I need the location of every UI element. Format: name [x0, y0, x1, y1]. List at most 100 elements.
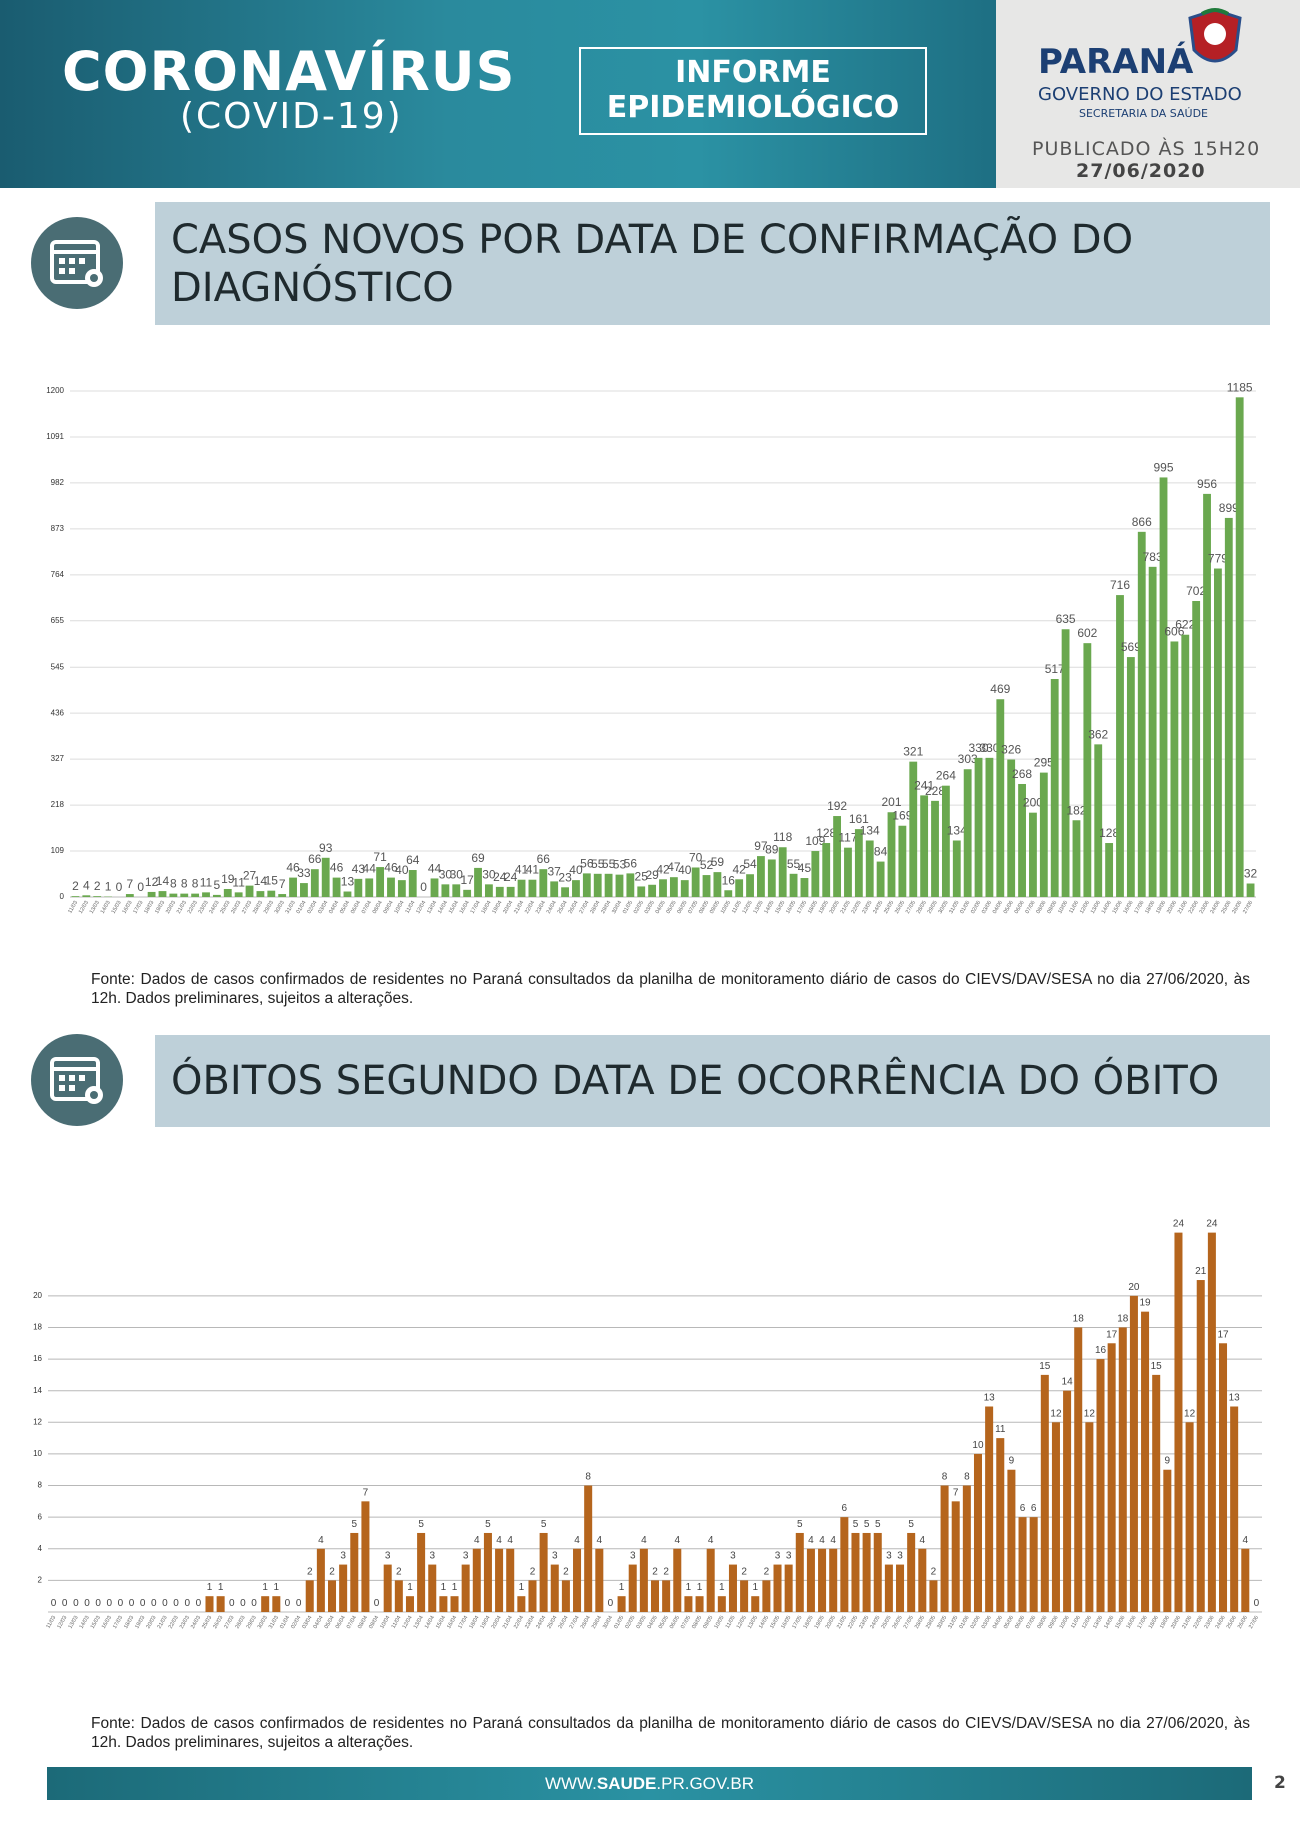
header-title: CORONAVÍRUS: [62, 40, 516, 103]
x-tick-label: 26/05: [892, 1615, 904, 1630]
x-tick-label: 17/06: [1137, 1615, 1149, 1630]
y-tick-label: 20: [33, 1291, 42, 1300]
y-tick-label: 12: [33, 1417, 42, 1426]
x-tick-label: 27/05: [903, 1615, 915, 1630]
y-tick-label: 436: [51, 708, 65, 717]
bar: [321, 857, 330, 897]
value-label: 0: [51, 1598, 57, 1609]
value-label: 41: [515, 863, 529, 877]
value-label: 27: [243, 869, 257, 883]
bar: [82, 895, 91, 897]
value-label: 1: [619, 1582, 625, 1593]
value-label: 128: [1099, 826, 1119, 840]
value-label: 43: [352, 862, 366, 876]
bar: [1152, 1374, 1161, 1612]
bar: [662, 1580, 671, 1612]
x-tick-label: 25/04: [546, 1615, 558, 1630]
value-label: 3: [775, 1551, 781, 1562]
value-label: 16: [722, 873, 736, 887]
bar: [550, 881, 559, 897]
report-line: INFORME: [675, 55, 831, 90]
bar: [216, 1596, 225, 1612]
value-label: 602: [1077, 626, 1097, 640]
value-label: 17: [460, 873, 474, 887]
bar: [1159, 477, 1168, 897]
bar: [361, 1501, 370, 1612]
value-label: 3: [730, 1551, 736, 1562]
value-label: 0: [162, 1598, 168, 1609]
value-label: 2: [72, 879, 79, 893]
value-label: 2: [663, 1566, 669, 1577]
bar: [474, 867, 482, 897]
bar: [1096, 1359, 1105, 1612]
bar: [1050, 678, 1059, 897]
value-label: 5: [797, 1519, 803, 1530]
bar: [1116, 595, 1124, 897]
bar: [365, 878, 374, 897]
x-tick-label: 22/06: [1192, 1615, 1204, 1630]
x-tick-label: 29/05: [925, 1615, 937, 1630]
bar: [713, 872, 722, 897]
bar: [327, 1580, 337, 1612]
bar: [1185, 1422, 1194, 1612]
value-label: 899: [1219, 501, 1239, 515]
value-label: 330: [969, 741, 989, 755]
value-label: 66: [537, 852, 551, 866]
y-tick-label: 218: [51, 800, 65, 809]
bar: [1230, 1406, 1239, 1612]
bar: [397, 880, 406, 897]
bar: [441, 884, 450, 897]
value-label: 4: [597, 1535, 603, 1546]
value-label: 2: [931, 1566, 937, 1577]
value-label: 0: [151, 1598, 157, 1609]
bar: [550, 1564, 559, 1612]
value-label: 64: [406, 853, 420, 867]
x-tick-label: 16/04: [446, 1615, 458, 1630]
bar: [584, 1485, 593, 1612]
bar: [1192, 600, 1201, 897]
bar: [773, 1564, 782, 1612]
bar: [918, 1548, 927, 1612]
value-label: 8: [964, 1472, 970, 1483]
report-line: EPIDEMIOLÓGICO: [606, 90, 900, 125]
value-label: 0: [137, 880, 144, 894]
value-label: 1: [441, 1582, 447, 1593]
x-tick-label: 19/04: [480, 1615, 492, 1630]
bar: [784, 1564, 793, 1612]
section-title: CASOS NOVOS POR DATA DE CONFIRMAÇÃO DO D…: [155, 202, 1270, 325]
value-label: 3: [463, 1551, 469, 1562]
x-tick-label: 03/06: [981, 1615, 993, 1630]
value-label: 6: [1031, 1503, 1037, 1514]
bar: [876, 861, 885, 897]
y-tick-label: 18: [33, 1323, 42, 1332]
header-subtitle: (COVID-19): [180, 96, 403, 137]
x-tick-label: 23/06: [1204, 1615, 1216, 1630]
value-label: 41: [526, 863, 540, 877]
bar: [833, 816, 842, 897]
x-tick-label: 24/05: [869, 1615, 881, 1630]
value-label: 321: [903, 745, 923, 759]
x-tick-label: 01/06: [959, 1615, 971, 1630]
value-label: 46: [384, 861, 398, 875]
value-label: 5: [864, 1519, 870, 1530]
bar: [1118, 1327, 1127, 1612]
value-label: 2: [764, 1566, 770, 1577]
bar: [428, 1564, 437, 1612]
x-tick-label: 27/06: [1242, 900, 1254, 915]
value-label: 1: [697, 1582, 703, 1593]
value-label: 97: [754, 839, 768, 853]
value-label: 20: [1128, 1282, 1140, 1293]
value-label: 5: [418, 1519, 424, 1530]
x-tick-label: 29/04: [591, 1615, 603, 1630]
bar: [985, 1406, 994, 1612]
bar: [1181, 634, 1190, 897]
value-label: 37: [548, 864, 562, 878]
x-tick-label: 31/03: [268, 1615, 280, 1630]
x-tick-label: 20/03: [145, 1615, 157, 1630]
value-label: 9: [1165, 1456, 1171, 1467]
bar: [202, 892, 210, 897]
bar: [439, 1596, 448, 1612]
bar: [191, 893, 200, 897]
published-date: 27/06/2020: [1076, 160, 1206, 182]
